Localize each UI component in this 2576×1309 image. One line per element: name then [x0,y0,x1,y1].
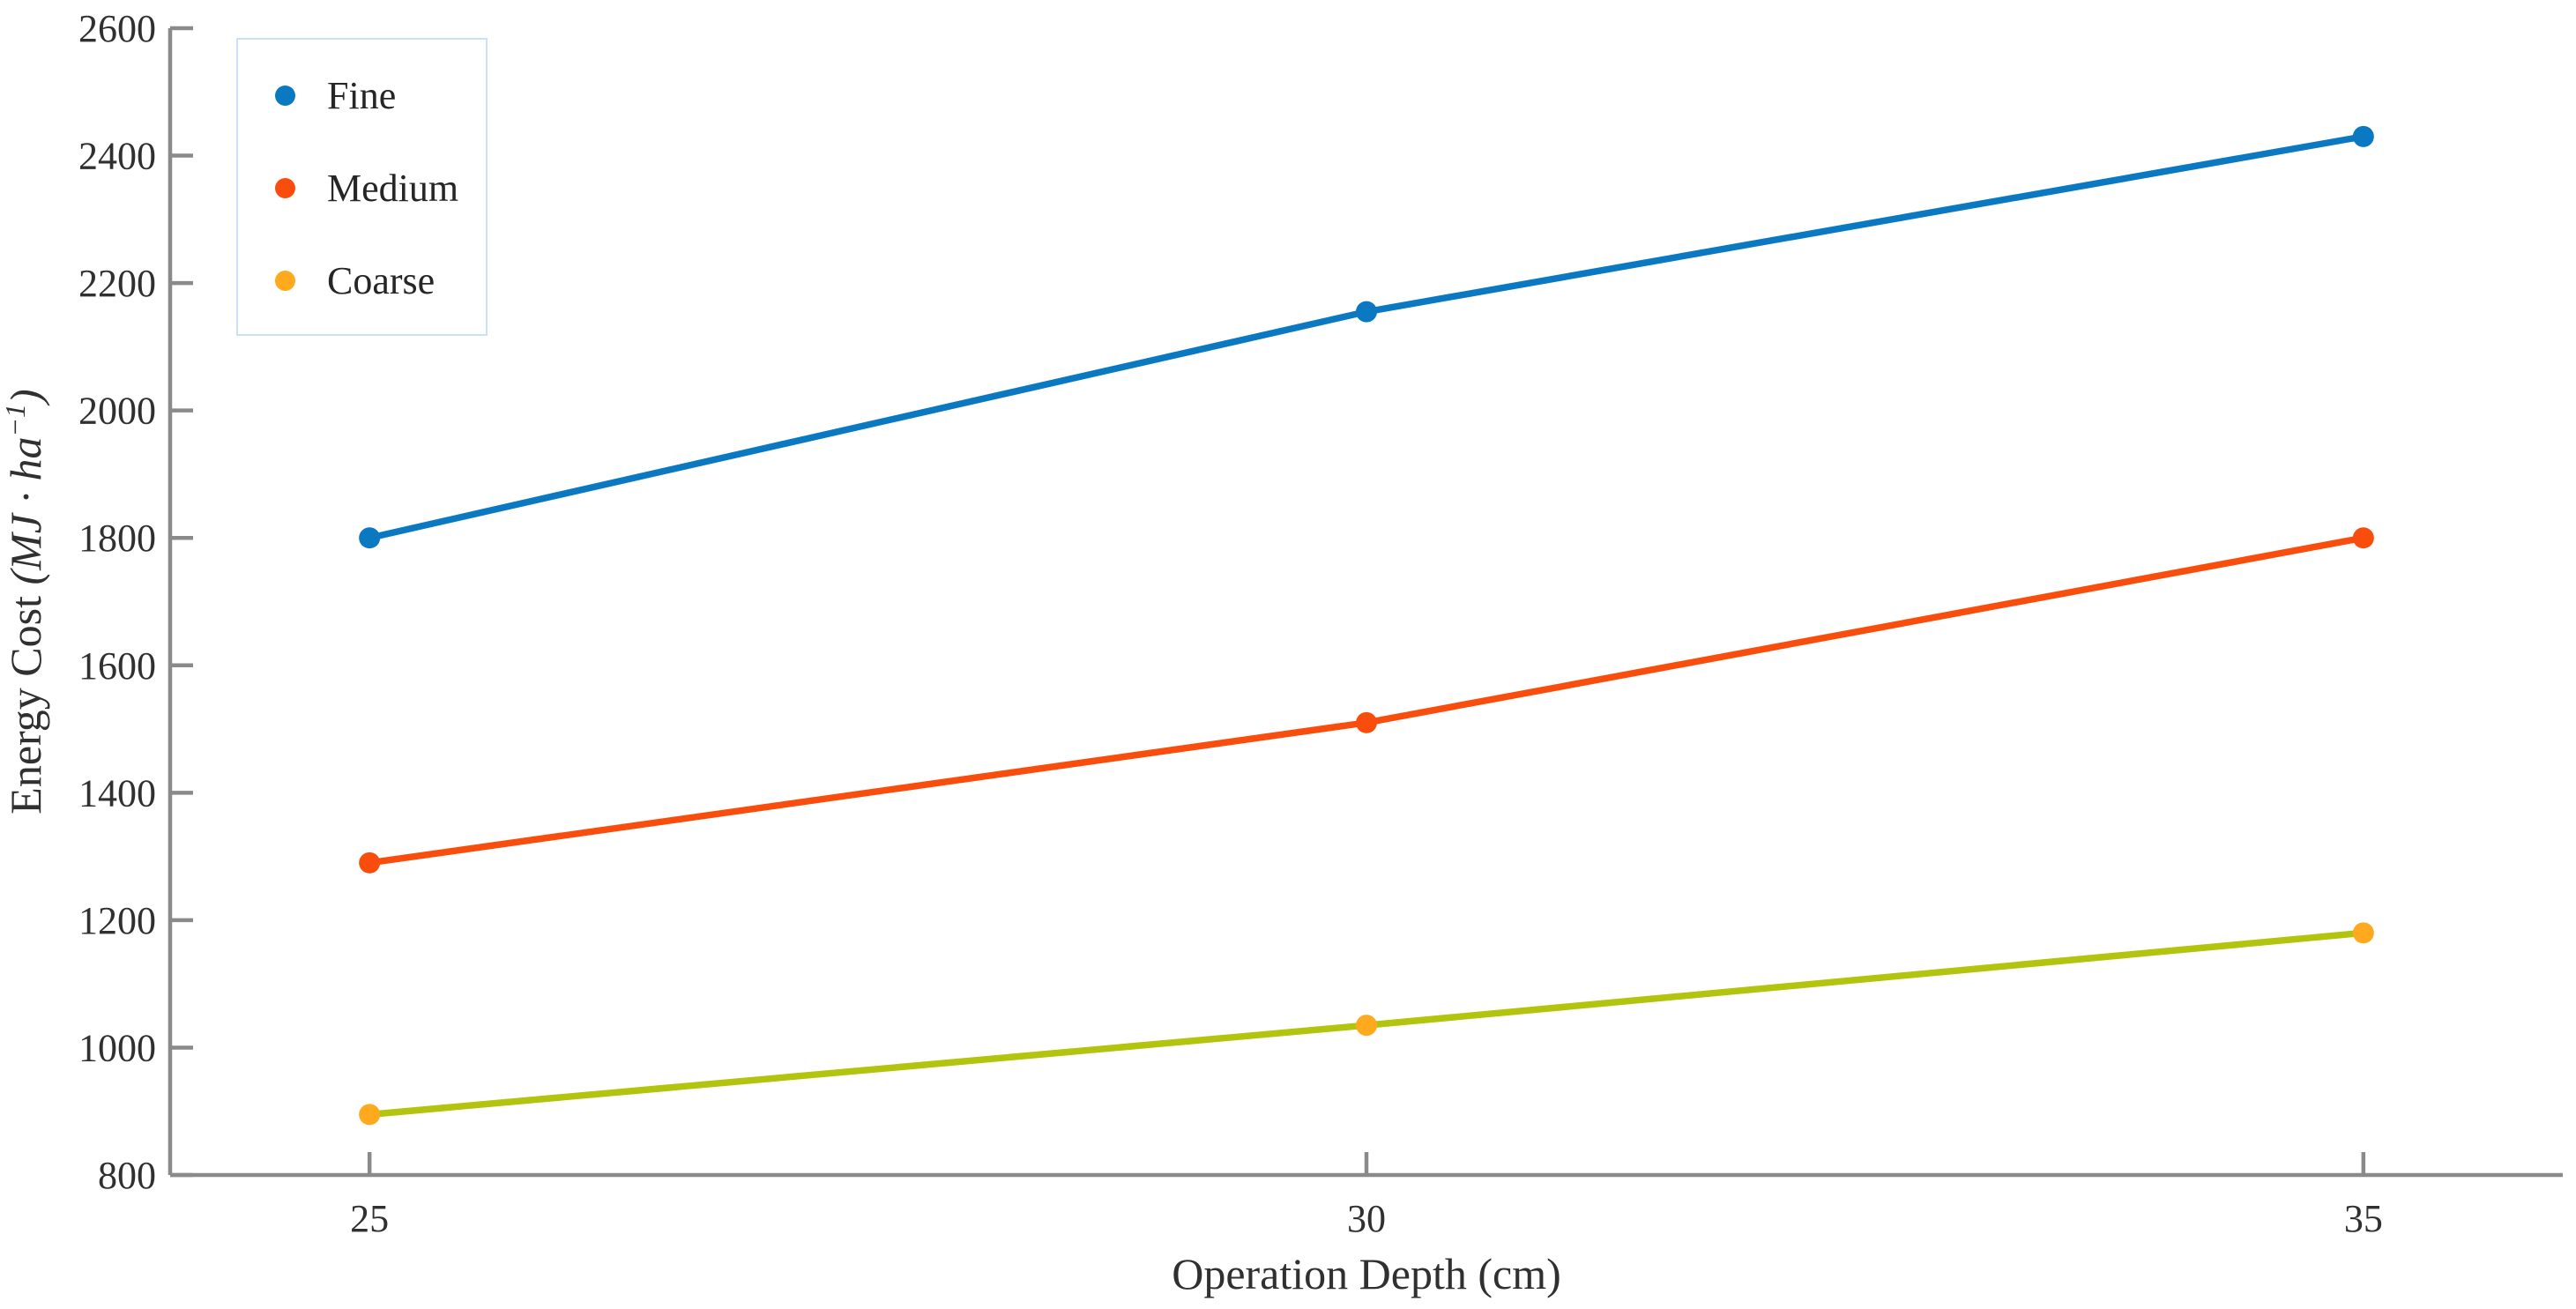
y-tick-label: 1800 [78,517,156,560]
series-marker-coarse [1356,1015,1377,1037]
chart-legend: Fine Medium Coarse [236,38,488,336]
series-marker-fine [2352,125,2374,147]
legend-item-coarse: Coarse [238,234,486,327]
y-axis-title: Energy Cost (MJ · ha−1) [0,389,50,814]
legend-marker-medium-icon [275,178,295,198]
axes [168,26,2563,1178]
x-tick-label: 35 [2344,1197,2383,1240]
y-tick-label: 1200 [78,899,156,942]
tick-labels: 800 1000 1200 1400 1600 1800 2000 2200 2400 2600 2… [78,7,2383,1240]
legend-marker-coarse-icon [275,271,295,291]
series-marker-medium [359,852,381,874]
y-tick-label: 2400 [78,135,156,178]
y-tick-label: 2600 [78,7,156,50]
y-tick-label: 2000 [78,390,156,433]
x-tick-label: 25 [350,1197,389,1240]
legend-item-medium: Medium [238,142,486,234]
x-axis-title: Operation Depth (cm) [1172,1249,1561,1298]
series-marker-fine [359,527,381,549]
series-marker-fine [1356,301,1377,323]
y-tick-label: 800 [98,1154,156,1197]
series-line-medium [366,534,2367,866]
y-tick-label: 1600 [78,644,156,688]
y-tick-label: 1400 [78,771,156,814]
legend-item-fine: Fine [238,49,486,142]
x-tick-label: 30 [1347,1197,1386,1240]
series-marker-medium [1356,711,1377,733]
series-marker-coarse [359,1104,381,1126]
y-tick-label: 1000 [78,1026,156,1069]
legend-label-medium: Medium [327,167,459,210]
series-marker-coarse [2352,922,2374,944]
series-line-fine [366,133,2367,541]
series-marker-medium [2352,527,2374,549]
legend-marker-fine-icon [275,86,295,106]
legend-label-coarse: Coarse [327,259,436,302]
legend-label-fine: Fine [327,74,397,117]
y-tick-label: 2200 [78,262,156,305]
